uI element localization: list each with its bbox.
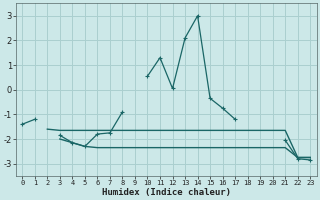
X-axis label: Humidex (Indice chaleur): Humidex (Indice chaleur) (102, 188, 231, 197)
